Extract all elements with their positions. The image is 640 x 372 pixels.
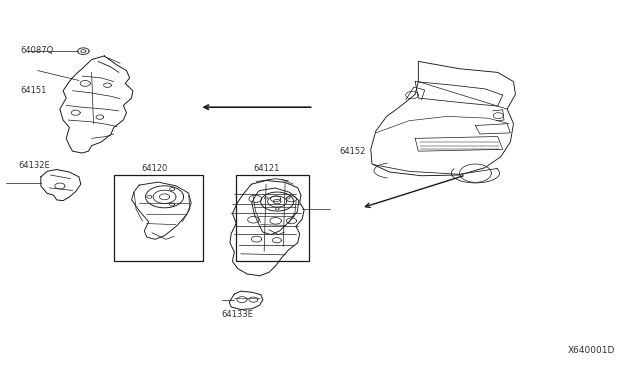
Bar (236, 175, 308, 261)
Text: 64151: 64151 (20, 86, 47, 95)
Text: 64087Q: 64087Q (20, 46, 54, 55)
Text: 64120: 64120 (141, 164, 168, 173)
Text: 64121: 64121 (253, 164, 280, 173)
Text: X640001D: X640001D (568, 346, 615, 355)
Text: 64152: 64152 (339, 147, 365, 156)
Bar (114, 175, 203, 261)
Text: 64132E: 64132E (19, 161, 51, 170)
Text: 64133E: 64133E (221, 311, 253, 320)
